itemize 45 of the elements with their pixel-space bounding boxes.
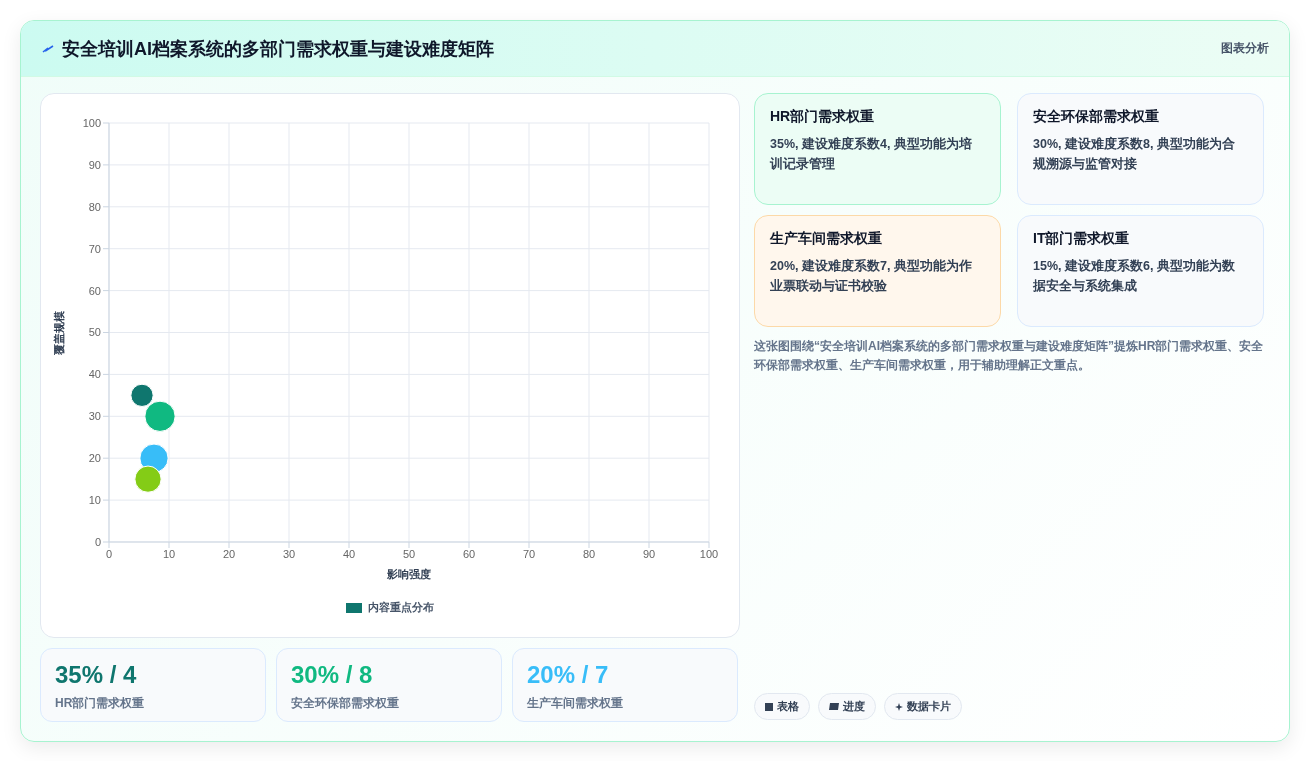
text: 30% / 8	[291, 661, 373, 689]
text: 安全环保部需求权重	[1033, 108, 1160, 126]
y-tick-label: 100	[82, 116, 101, 129]
x-tick-label: 20	[222, 547, 236, 560]
text: 30%, 建设难度系数8, 典型功能为合规溯源与监管对接	[1033, 135, 1236, 173]
text: HR部门需求权重	[770, 108, 876, 126]
text: 20% / 7	[527, 661, 609, 689]
text: 安全环保部需求权重	[291, 695, 399, 712]
x-tick-label: 90	[642, 547, 656, 560]
x-tick-label: 40	[342, 547, 356, 560]
x-tick-label: 70	[522, 547, 536, 560]
text: 生产车间需求权重	[527, 695, 623, 712]
y-tick-label: 60	[88, 284, 101, 297]
chart-title: 安全培训AI档案系统的多部门需求权重与建设难度矩阵	[62, 37, 494, 61]
x-tick-label: 10	[162, 547, 176, 560]
text: 这张图围绕“安全培训AI档案系统的多部门需求权重与建设难度矩阵”提炼HR部门需求权重、安全环保部需求权重、生产车间需求权重，用于辅助理解正文重点。	[754, 338, 1265, 374]
legend-label: 内容重点分布	[368, 600, 434, 615]
text: 进度	[843, 699, 865, 714]
text: 生产车间需求权重	[770, 230, 883, 248]
x-tick-label: 100	[699, 547, 719, 560]
y-tick-label: 20	[88, 452, 101, 465]
y-axis-title: 覆盖规模	[52, 309, 65, 356]
x-tick-label: 30	[282, 547, 296, 560]
text: 表格	[777, 699, 799, 714]
text: IT部门需求权重	[1033, 230, 1131, 248]
y-tick-label: 50	[88, 326, 101, 339]
text: 20%, 建设难度系数7, 典型功能为作业票联动与证书校验	[770, 257, 973, 295]
y-tick-label: 40	[88, 368, 101, 381]
x-axis-title: 影响强度	[386, 567, 431, 580]
x-tick-label: 50	[402, 547, 416, 560]
y-tick-label: 70	[88, 242, 101, 255]
text: 35% / 4	[55, 661, 137, 689]
x-tick-label: 80	[582, 547, 596, 560]
text: 35%, 建设难度系数4, 典型功能为培训记录管理	[770, 135, 973, 173]
text: 数据卡片	[907, 699, 951, 714]
text: 15%, 建设难度系数6, 典型功能为数据安全与系统集成	[1033, 257, 1236, 295]
y-tick-label: 0	[94, 535, 101, 548]
y-tick-label: 10	[88, 494, 101, 507]
text: HR部门需求权重	[55, 695, 145, 712]
text: 图表分析	[1221, 40, 1269, 57]
x-tick-label: 0	[105, 547, 113, 560]
y-tick-label: 80	[88, 200, 101, 213]
y-tick-label: 90	[88, 158, 101, 171]
x-tick-label: 60	[462, 547, 476, 560]
y-tick-label: 30	[88, 410, 101, 423]
